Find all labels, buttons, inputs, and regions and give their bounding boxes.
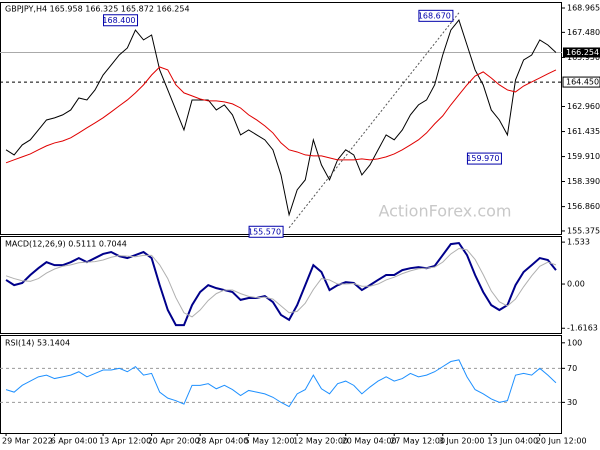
annotation-label: 159.970: [466, 154, 499, 163]
panel-title: GBPJPY,H4 165.958 166.325 165.872 166.25…: [5, 5, 190, 14]
x-tick-label: 29 Mar 2022: [2, 437, 53, 446]
panel-title: RSI(14) 53.1404: [5, 339, 70, 348]
series-line: [5, 247, 557, 318]
x-tick-label: 13 Apr 12:00: [99, 437, 151, 446]
annotation-box: [466, 152, 502, 165]
rsi-panel: [0, 335, 562, 434]
y-tick-label: 156.860: [567, 202, 600, 211]
y-tick-label: 159.910: [567, 152, 600, 161]
x-tick-label: 3 Jun 20:00: [439, 437, 485, 446]
level-box: [562, 76, 600, 88]
last-price-label: 166.254: [566, 48, 599, 57]
series-line: [5, 359, 557, 408]
x-tick-label: 28 Apr 04:00: [196, 437, 248, 446]
y-tick-label: 100: [567, 338, 582, 347]
y-tick-label: 30: [567, 398, 577, 407]
level-label: 164.450: [566, 78, 599, 87]
y-tick-label: 167.480: [567, 28, 600, 37]
last-price-box: [563, 47, 600, 58]
trend-line: [288, 12, 460, 229]
x-tick-label: 12 May 20:00: [293, 437, 348, 446]
annotation-label: 155.570: [248, 227, 281, 236]
y-tick-label: 168.965: [567, 3, 600, 12]
y-tick-label: 161.435: [567, 127, 600, 136]
x-tick-label: 5 May 12:00: [245, 437, 295, 446]
annotation-box: [418, 9, 454, 22]
annotation-label: 168.670: [418, 11, 451, 20]
annotation-box: [248, 225, 284, 238]
x-tick-label: 20 May 04:00: [342, 437, 397, 446]
y-tick-label: 155.375: [567, 226, 600, 235]
x-tick-label: 20 Jun 12:00: [536, 437, 587, 446]
series-line: [5, 19, 557, 217]
series-line: [5, 66, 557, 164]
y-tick-label: 1.533: [567, 238, 590, 247]
watermark: ActionForex.com: [378, 202, 511, 221]
y-tick-label: 70: [567, 364, 577, 373]
annotation-label: 168.400: [102, 16, 135, 25]
y-tick-label: 0.00: [567, 280, 585, 289]
x-tick-label: 6 Apr 04:00: [51, 437, 98, 446]
annotation-box: [103, 14, 139, 27]
x-tick-label: 20 Apr 20:00: [148, 437, 200, 446]
x-tick-label: 13 Jun 04:00: [487, 437, 538, 446]
y-tick-label: 162.960: [567, 102, 600, 111]
series-line: [5, 241, 557, 327]
y-tick-label: 158.390: [567, 177, 600, 186]
y-tick-label: -1.6163: [567, 324, 598, 333]
x-tick-label: 27 May 12:00: [390, 437, 445, 446]
panel-title: MACD(12,26,9) 0.5111 0.7044: [5, 240, 127, 249]
